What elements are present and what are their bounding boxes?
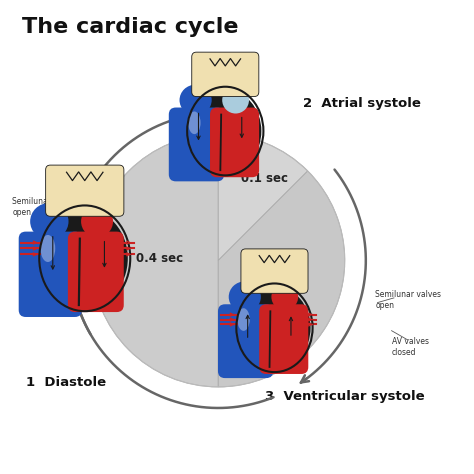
Text: 0.4 sec: 0.4 sec: [137, 252, 183, 264]
Ellipse shape: [81, 205, 113, 237]
FancyBboxPatch shape: [169, 108, 224, 182]
Text: Semilunar valves
open: Semilunar valves open: [375, 290, 441, 310]
Text: AV valves
open: AV valves open: [19, 272, 56, 292]
Ellipse shape: [188, 111, 201, 134]
Text: 3  Ventricular systole: 3 Ventricular systole: [265, 390, 425, 403]
Text: The cardiac cycle: The cardiac cycle: [21, 17, 238, 37]
Text: 2  Atrial systole: 2 Atrial systole: [302, 97, 420, 110]
Ellipse shape: [222, 87, 249, 113]
Ellipse shape: [42, 209, 128, 308]
Ellipse shape: [238, 287, 310, 369]
Wedge shape: [218, 134, 308, 260]
FancyBboxPatch shape: [192, 52, 259, 97]
FancyBboxPatch shape: [46, 165, 124, 216]
FancyBboxPatch shape: [210, 108, 259, 177]
Ellipse shape: [237, 308, 250, 331]
Ellipse shape: [272, 283, 298, 310]
FancyBboxPatch shape: [259, 304, 308, 374]
Wedge shape: [92, 134, 218, 387]
Ellipse shape: [189, 90, 261, 172]
Text: AV valves
closed: AV valves closed: [392, 337, 428, 357]
Ellipse shape: [180, 85, 212, 116]
FancyBboxPatch shape: [218, 304, 273, 378]
Ellipse shape: [229, 282, 261, 312]
Ellipse shape: [40, 235, 55, 262]
Text: Semilunar valves
open: Semilunar valves open: [12, 197, 78, 217]
FancyBboxPatch shape: [68, 232, 124, 312]
FancyBboxPatch shape: [241, 249, 308, 293]
Wedge shape: [218, 171, 345, 387]
Text: 0.3 sec: 0.3 sec: [231, 306, 278, 319]
Ellipse shape: [30, 203, 69, 240]
Text: 0.1 sec: 0.1 sec: [241, 172, 288, 185]
Text: 1  Diastole: 1 Diastole: [26, 376, 106, 389]
FancyBboxPatch shape: [18, 232, 82, 317]
